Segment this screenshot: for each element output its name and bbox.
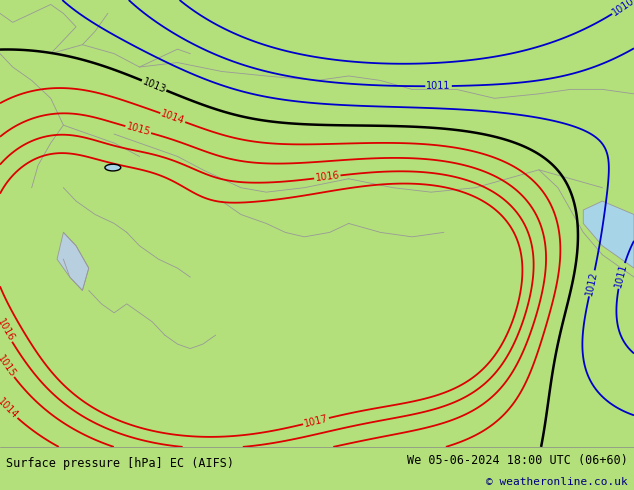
Text: 1015: 1015 — [0, 353, 18, 379]
Ellipse shape — [105, 164, 120, 171]
Text: Surface pressure [hPa] EC (AIFS): Surface pressure [hPa] EC (AIFS) — [6, 457, 235, 470]
Text: 1014: 1014 — [160, 109, 186, 126]
Text: 1011: 1011 — [426, 81, 451, 91]
Text: 1010: 1010 — [611, 0, 634, 18]
Text: 1015: 1015 — [125, 122, 152, 138]
Polygon shape — [583, 201, 634, 268]
Text: 1014: 1014 — [0, 396, 20, 421]
Text: © weatheronline.co.uk: © weatheronline.co.uk — [486, 477, 628, 487]
Text: 1016: 1016 — [0, 318, 16, 343]
Text: 1017: 1017 — [303, 414, 329, 429]
Text: We 05-06-2024 18:00 UTC (06+60): We 05-06-2024 18:00 UTC (06+60) — [407, 454, 628, 467]
Text: 1013: 1013 — [141, 76, 167, 95]
Text: 1011: 1011 — [614, 263, 629, 289]
Polygon shape — [57, 232, 89, 291]
Text: 1012: 1012 — [585, 270, 599, 296]
Text: 1016: 1016 — [314, 171, 340, 183]
